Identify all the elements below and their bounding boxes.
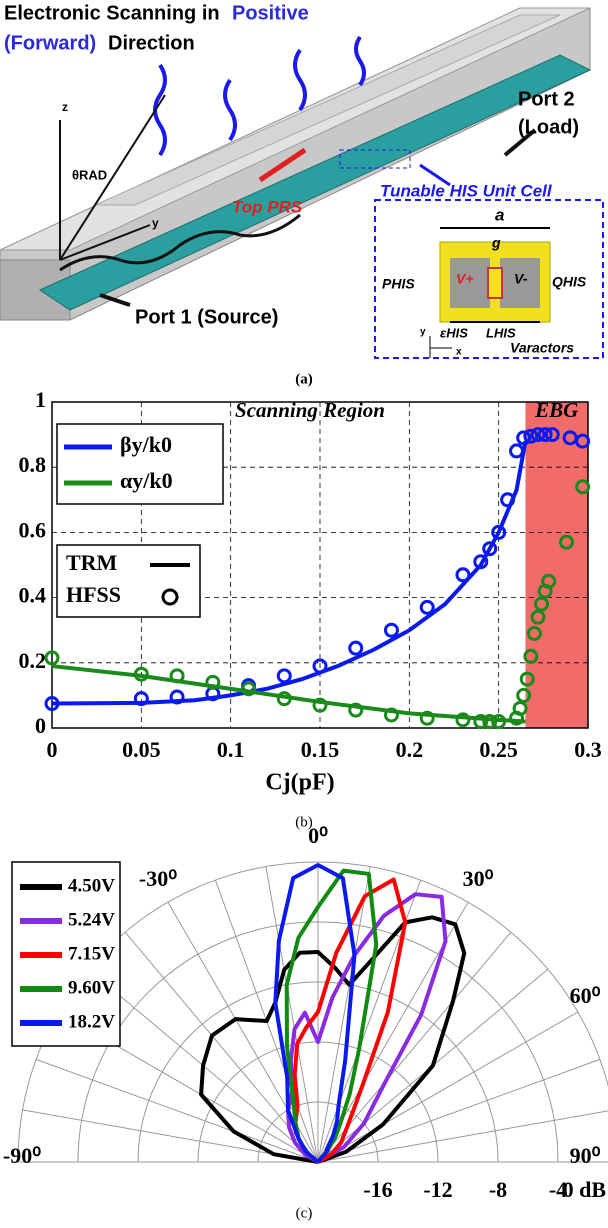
legend-label: βy/k0: [120, 432, 172, 457]
label: PHIS: [382, 276, 415, 292]
r-tick-label: 0 dB: [563, 1177, 607, 1202]
x-tick-label: 0.05: [122, 737, 161, 762]
hfss-marker: [278, 670, 290, 682]
legend-label: 9.60V: [68, 977, 115, 998]
label: V-: [514, 271, 528, 287]
theta-tick-label: 30⁰: [463, 866, 494, 891]
y-tick-label: 1: [35, 387, 46, 412]
r-tick-label: -8: [489, 1177, 507, 1202]
band: [525, 402, 588, 728]
band-label: EBG: [534, 398, 578, 422]
label: Port 2: [518, 88, 575, 110]
label: x: [456, 347, 462, 358]
label: g: [491, 235, 501, 251]
theta-tick-label: -90⁰: [3, 1143, 41, 1168]
x-tick-label: 0.3: [574, 737, 602, 762]
x-tick-label: 0: [47, 737, 58, 762]
hfss-marker: [350, 642, 362, 654]
r-tick-label: -12: [423, 1177, 452, 1202]
r-tick-label: -16: [363, 1177, 392, 1202]
label: y: [420, 327, 426, 338]
x-tick-label: 0.25: [479, 737, 518, 762]
label: Top PRS: [232, 197, 303, 216]
theta-tick-label: 90⁰: [570, 1143, 601, 1168]
label: z: [62, 100, 68, 114]
legend-label: HFSS: [66, 582, 121, 607]
label: V+: [456, 271, 474, 287]
label: y: [152, 216, 159, 230]
legend-label: TRM: [66, 550, 118, 575]
label: a: [495, 205, 504, 224]
legend-label: αy/k0: [120, 468, 173, 493]
chart-title: Scanning Region: [235, 398, 385, 422]
theta-tick-label: 0⁰: [308, 823, 328, 848]
label: QHIS: [552, 274, 587, 290]
legend-label: 5.24V: [68, 909, 115, 930]
x-tick-label: 0.1: [217, 737, 245, 762]
label: (Load): [518, 116, 579, 138]
varactor: [488, 268, 502, 298]
label: θRAD: [72, 167, 107, 182]
caption: (a): [295, 371, 313, 387]
title-text: Direction: [108, 32, 195, 54]
y-tick-label: 0.4: [19, 583, 47, 608]
x-tick-label: 0.15: [301, 737, 340, 762]
x-axis-label: Cj(pF): [265, 770, 334, 796]
x-tick-label: 0.2: [396, 737, 424, 762]
legend-label: 4.50V: [68, 875, 115, 896]
hfss-marker: [511, 445, 523, 457]
caption: (c): [296, 1205, 313, 1221]
theta-tick-label: -30⁰: [139, 866, 177, 891]
label: Varactors: [510, 340, 574, 356]
theta-tick-label: 60⁰: [570, 983, 601, 1008]
figure: Electronic Scanning in Positive (Forward…: [0, 0, 608, 1228]
title-text: (Forward): [4, 32, 96, 54]
grid-spoke: [318, 1110, 608, 1162]
title-text: Electronic Scanning in: [4, 2, 220, 24]
y-tick-label: 0.8: [19, 452, 47, 477]
label: Tunable HIS Unit Cell: [380, 181, 553, 200]
legend-label: 18.2V: [68, 1011, 115, 1032]
hfss-marker: [421, 601, 433, 613]
legend-label: 7.15V: [68, 943, 115, 964]
hfss-marker: [457, 569, 469, 581]
hfss-marker: [385, 624, 397, 636]
y-tick-label: 0.2: [19, 648, 47, 673]
pattern-line: [287, 871, 376, 1162]
title-text: Positive: [232, 2, 309, 24]
pattern-line: [201, 917, 464, 1162]
y-tick-label: 0.6: [19, 517, 47, 542]
label: LHIS: [486, 325, 516, 340]
y-tick-label: 0: [35, 713, 46, 738]
label: εHIS: [440, 325, 468, 340]
label: Port 1 (Source): [135, 306, 278, 328]
